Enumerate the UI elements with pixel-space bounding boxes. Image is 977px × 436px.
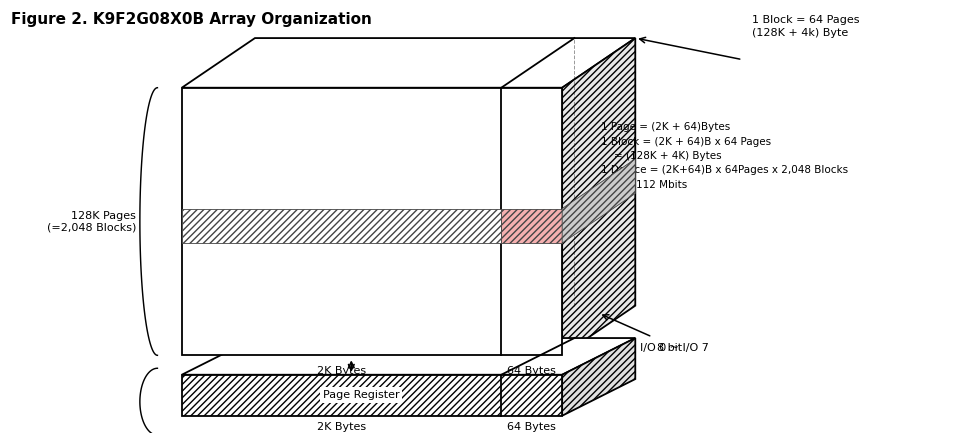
Text: Page Register: Page Register: [322, 390, 399, 400]
Text: 64 Bytes: 64 Bytes: [507, 422, 556, 432]
Polygon shape: [182, 88, 562, 355]
Polygon shape: [182, 338, 635, 375]
Text: 128K Pages
(=2,048 Blocks): 128K Pages (=2,048 Blocks): [47, 211, 136, 232]
Text: 2K Bytes: 2K Bytes: [317, 366, 365, 376]
Polygon shape: [501, 208, 562, 243]
Text: 1 Block = 64 Pages
(128K + 4k) Byte: 1 Block = 64 Pages (128K + 4k) Byte: [751, 15, 859, 38]
Polygon shape: [562, 338, 635, 416]
Text: 2K Bytes: 2K Bytes: [317, 422, 365, 432]
Text: I/O 0 ~ I/O 7: I/O 0 ~ I/O 7: [640, 343, 708, 353]
Text: 8 bit: 8 bit: [657, 344, 682, 354]
Polygon shape: [182, 375, 562, 416]
Polygon shape: [182, 38, 635, 88]
Polygon shape: [182, 208, 501, 243]
Text: Figure 2. K9F2G08X0B Array Organization: Figure 2. K9F2G08X0B Array Organization: [11, 12, 371, 27]
Text: 1 Page = (2K + 64)Bytes
1 Block = (2K + 64)B x 64 Pages
    = (128K + 4K) Bytes
: 1 Page = (2K + 64)Bytes 1 Block = (2K + …: [601, 122, 847, 190]
Polygon shape: [562, 38, 635, 355]
Polygon shape: [562, 159, 635, 243]
Text: 64 Bytes: 64 Bytes: [507, 366, 556, 376]
